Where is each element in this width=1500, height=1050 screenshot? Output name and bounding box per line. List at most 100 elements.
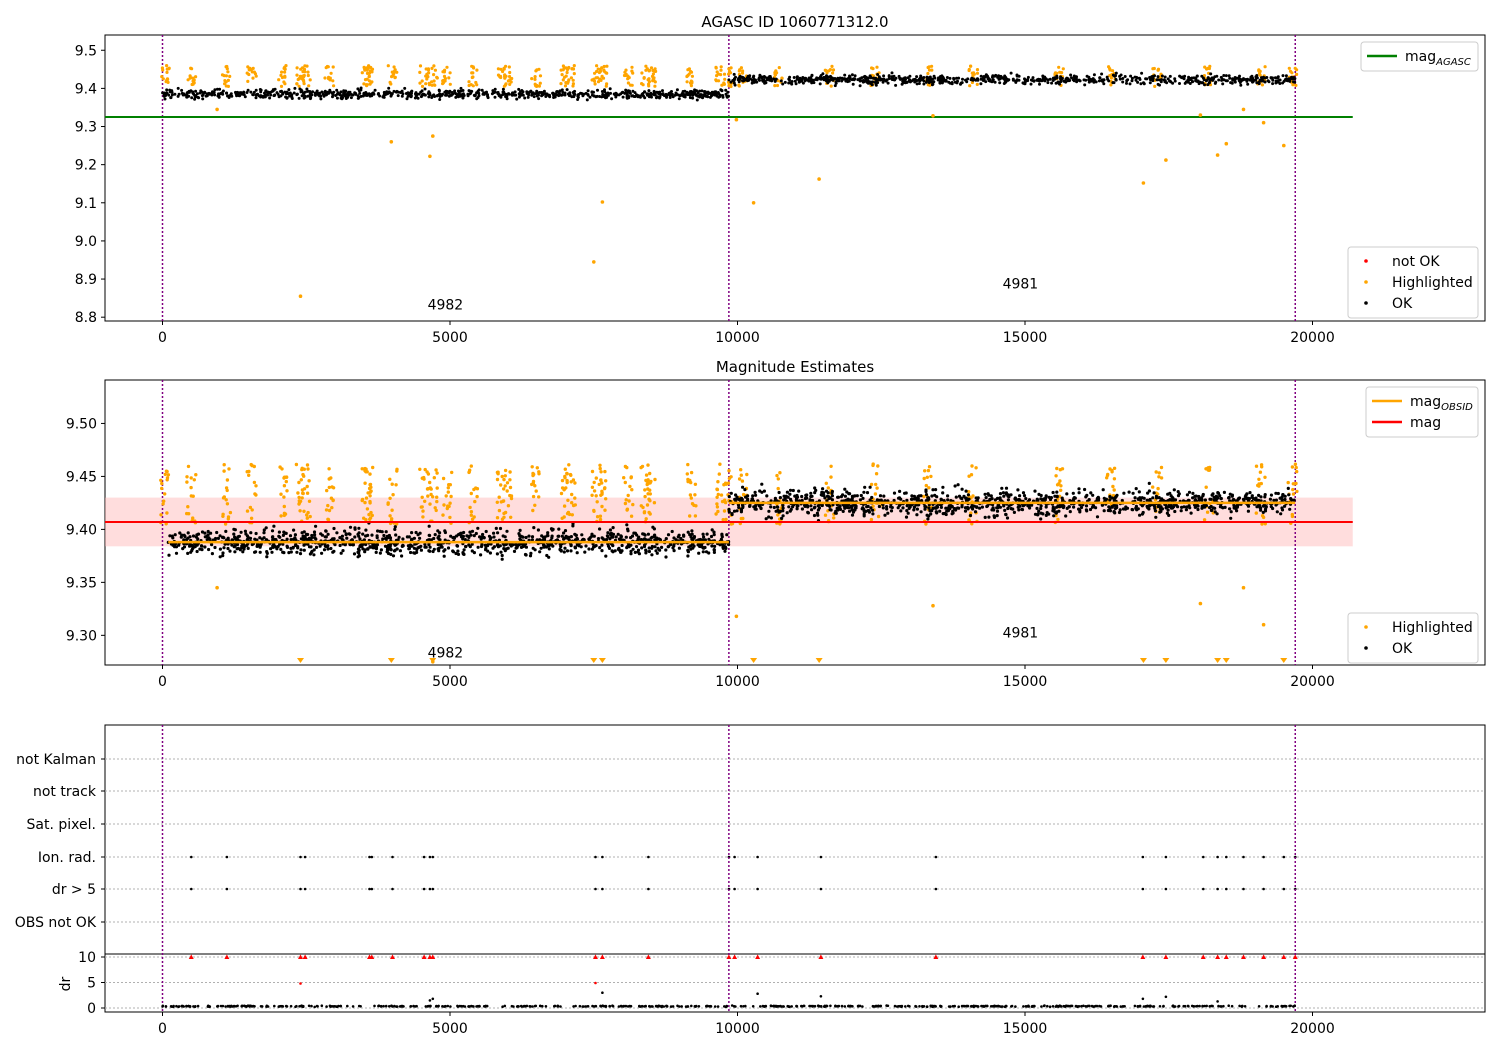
- ok-point: [848, 77, 852, 81]
- ok-point: [1014, 80, 1018, 84]
- ok-point: [1168, 79, 1172, 83]
- ok-point: [533, 548, 537, 552]
- ok-point: [540, 94, 544, 98]
- ok-point: [446, 546, 451, 550]
- ok-point: [1228, 76, 1232, 80]
- ok-point: [1122, 491, 1126, 495]
- highlighted-point: [1153, 84, 1157, 88]
- ok-point: [875, 77, 878, 81]
- ok-point: [567, 535, 571, 539]
- ok-point: [1073, 496, 1077, 500]
- ok-point: [821, 72, 825, 76]
- ok-point: [170, 90, 174, 94]
- ok-point: [979, 74, 983, 78]
- highlighted-point: [930, 64, 934, 68]
- ok-point: [1275, 510, 1279, 514]
- ok-point: [285, 545, 290, 550]
- ok-point: [1060, 77, 1064, 81]
- ok-point: [594, 95, 598, 99]
- highlighted-point: [876, 464, 880, 468]
- ok-point: [965, 80, 969, 84]
- ok-point: [908, 74, 912, 78]
- ok-point: [343, 529, 347, 533]
- ok-point: [1006, 506, 1010, 511]
- ok-point: [1161, 498, 1165, 503]
- ok-point: [1133, 496, 1137, 500]
- highlighted-point: [739, 66, 744, 70]
- ok-point: [498, 526, 503, 531]
- highlighted-point: [876, 514, 881, 519]
- highlighted-point: [191, 516, 195, 520]
- highlighted-point: [472, 515, 476, 519]
- ok-point: [1068, 510, 1072, 514]
- ok-point: [210, 543, 214, 547]
- ok-point: [840, 79, 844, 83]
- highlighted-point: [570, 513, 574, 517]
- ok-point: [394, 533, 398, 537]
- ok-point: [1039, 517, 1043, 521]
- ok-point: [1069, 73, 1073, 77]
- ok-point: [753, 490, 757, 494]
- highlighted-point: [327, 508, 332, 513]
- ok-point: [916, 78, 920, 82]
- ok-point: [700, 89, 704, 93]
- ok-point: [874, 82, 878, 86]
- highlighted-point: [590, 493, 594, 497]
- ok-point: [1083, 83, 1087, 87]
- highlighted-point: [499, 67, 503, 71]
- ok-point: [987, 493, 991, 497]
- highlighted-point: [497, 508, 502, 513]
- ok-point: [795, 75, 799, 79]
- ok-point: [563, 529, 568, 533]
- ok-point: [289, 550, 293, 554]
- ok-point: [641, 532, 645, 536]
- y-tick-label: 9.2: [75, 158, 97, 174]
- ok-point: [1162, 78, 1166, 82]
- ok-point: [258, 88, 262, 91]
- ok-point: [193, 545, 197, 549]
- ok-point: [788, 75, 792, 79]
- highlighted-point: [723, 77, 727, 81]
- ok-point: [492, 531, 496, 535]
- ok-point: [1178, 82, 1181, 85]
- highlighted-point: [688, 493, 693, 497]
- ok-point: [984, 80, 988, 84]
- ok-point: [830, 491, 834, 495]
- highlighted-point: [331, 79, 335, 83]
- highlighted-point: [561, 78, 565, 82]
- ok-point: [547, 544, 551, 548]
- ok-point: [272, 544, 277, 548]
- ok-point: [995, 509, 1000, 513]
- ok-point: [760, 490, 764, 494]
- ok-point: [928, 78, 932, 82]
- ok-point: [1142, 81, 1145, 85]
- highlighted-point: [468, 505, 472, 510]
- ok-point: [718, 543, 722, 547]
- ok-point: [670, 529, 674, 534]
- ok-point: [200, 530, 205, 534]
- ok-point: [1158, 83, 1161, 87]
- ok-point: [779, 79, 783, 83]
- ok-point: [939, 497, 943, 501]
- highlighted-point: [871, 74, 876, 78]
- highlighted-point: [570, 67, 574, 71]
- ok-point: [324, 529, 328, 533]
- ok-point: [303, 94, 307, 98]
- ok-point: [752, 74, 756, 78]
- ok-point: [701, 538, 705, 542]
- ok-point: [573, 545, 577, 549]
- ok-point: [1151, 496, 1155, 500]
- highlighted-point: [432, 83, 436, 87]
- highlighted-point: [648, 499, 652, 503]
- ok-point: [1004, 486, 1009, 490]
- ok-point: [890, 77, 894, 81]
- ok-point: [650, 553, 654, 557]
- ok-point: [694, 93, 698, 97]
- ok-point: [442, 554, 446, 558]
- ok-point: [987, 79, 991, 83]
- highlighted-point: [1157, 471, 1161, 475]
- ok-point: [281, 92, 285, 96]
- highlighted-point: [329, 71, 333, 75]
- highlighted-point: [824, 69, 828, 73]
- highlighted-point: [1263, 475, 1267, 479]
